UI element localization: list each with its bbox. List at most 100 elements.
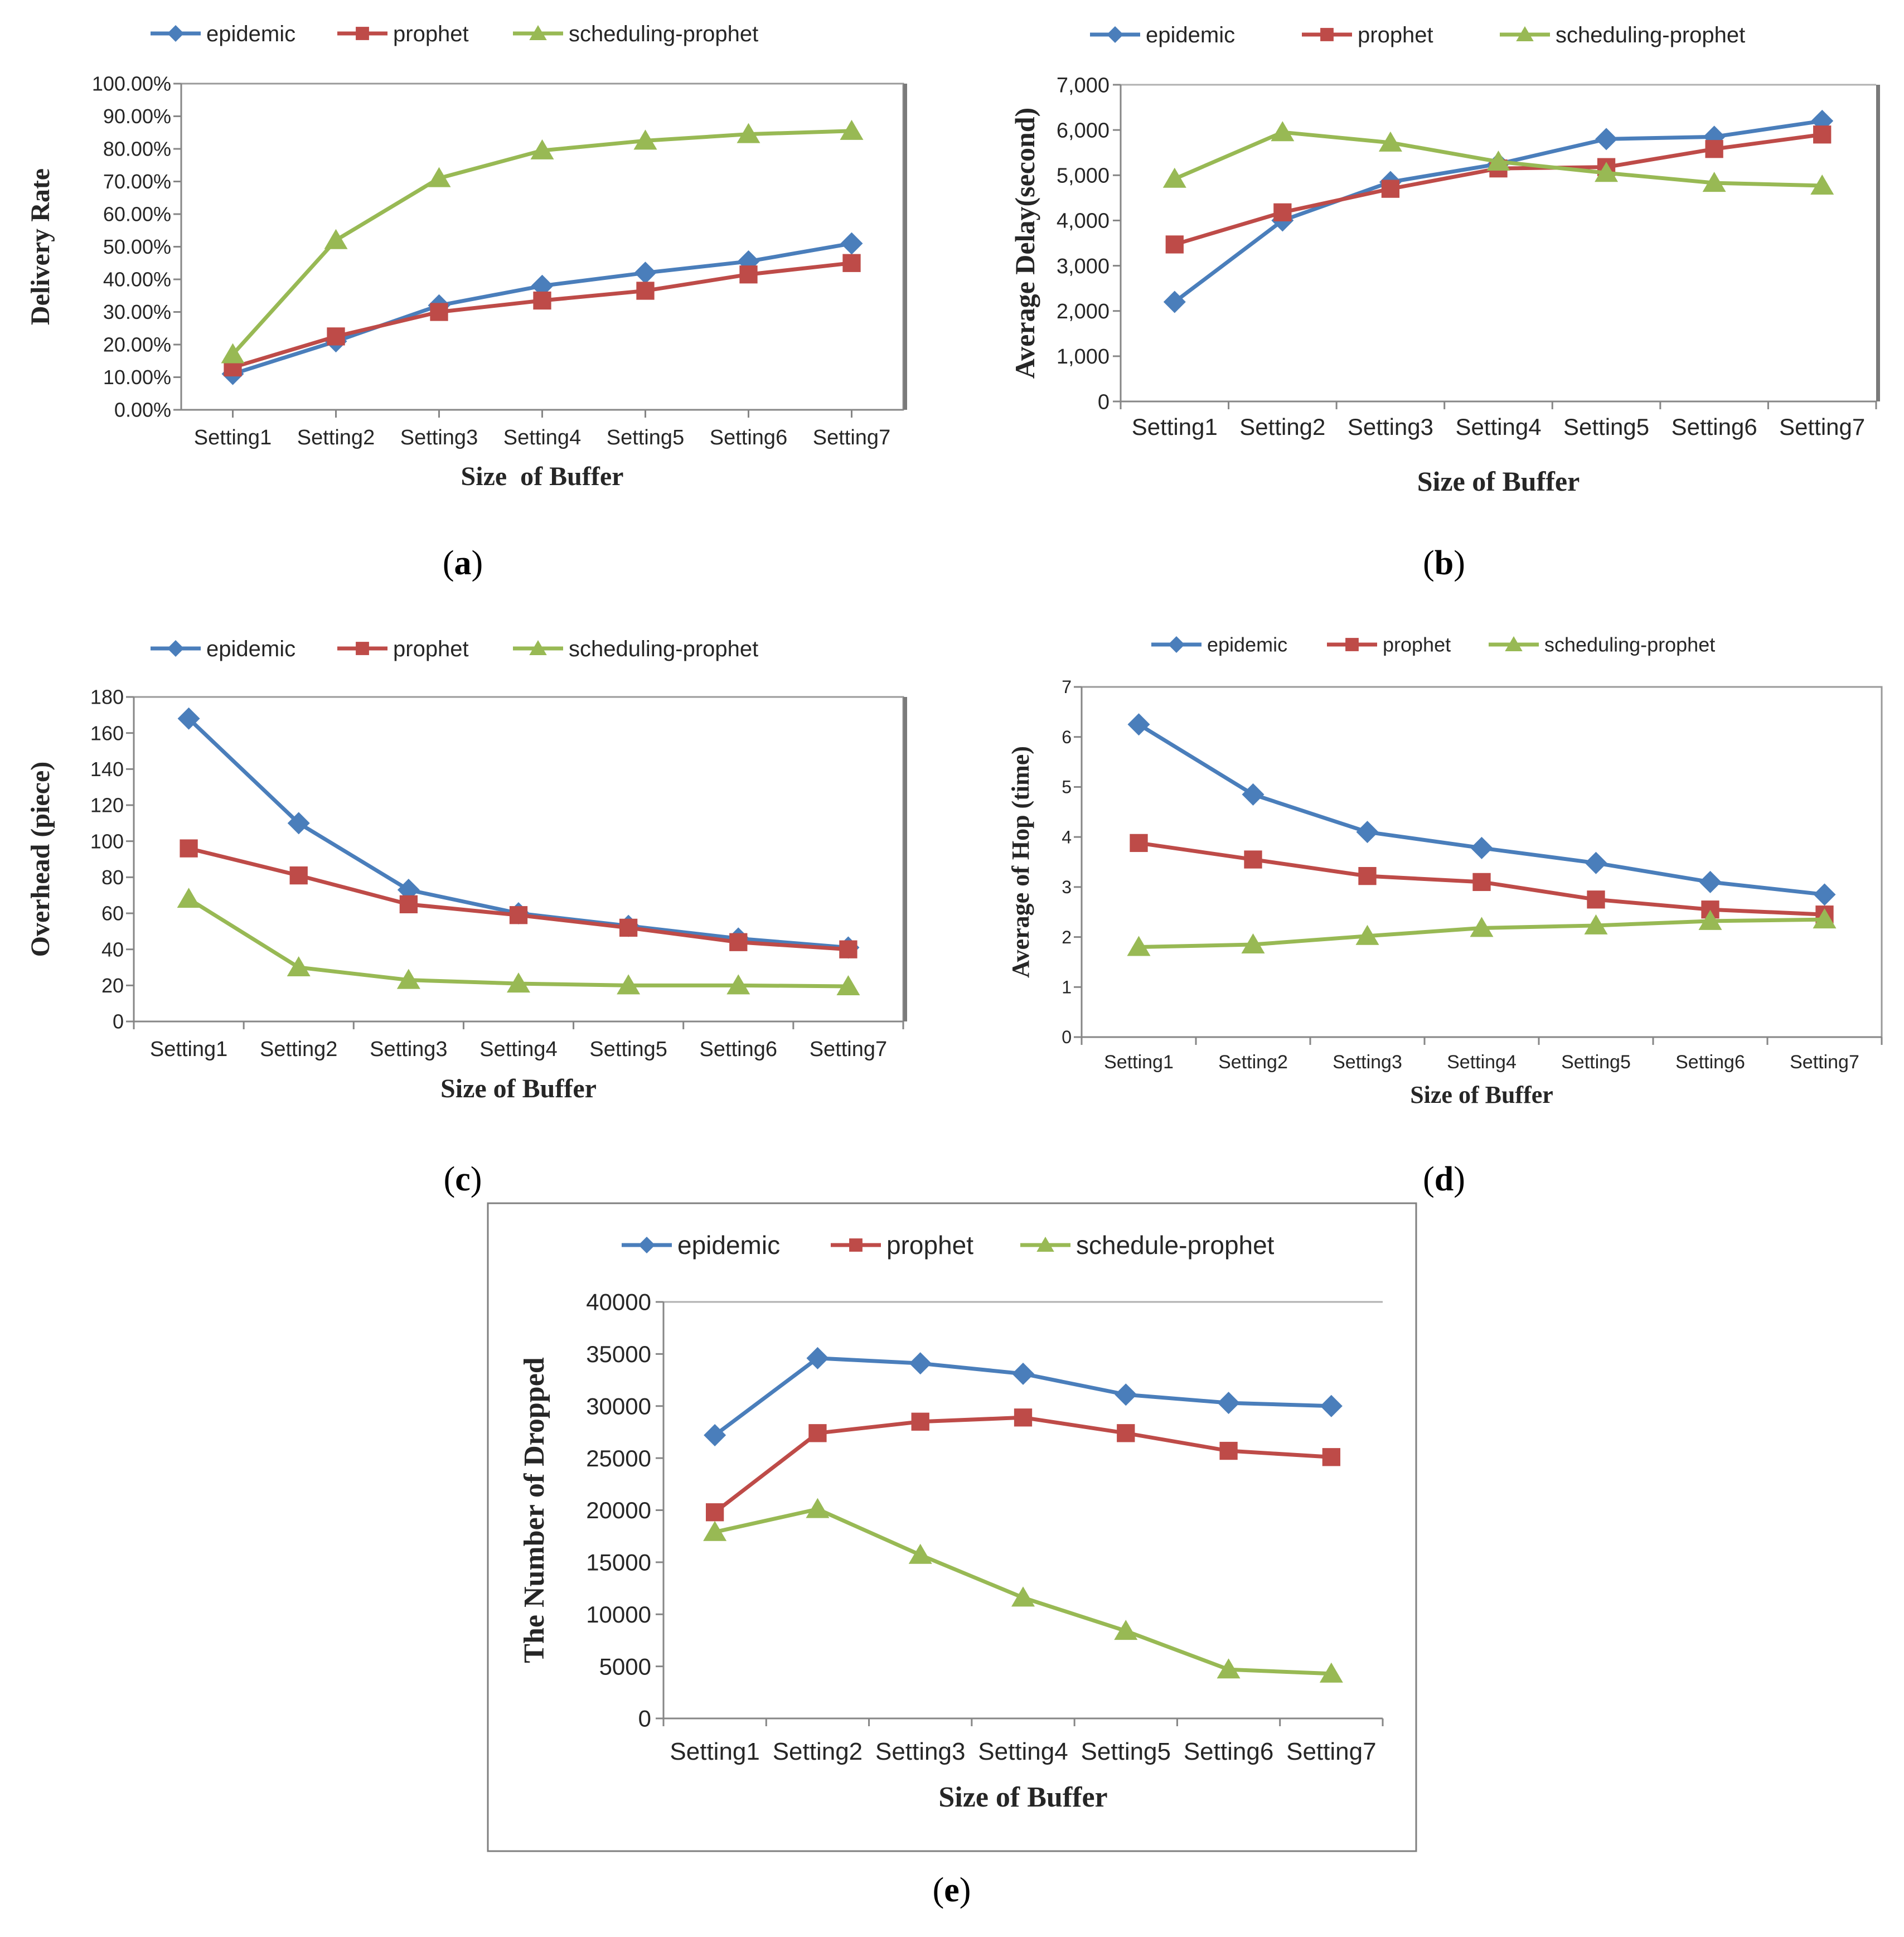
- data-point-scheduling-prophet-2: [1271, 121, 1295, 142]
- data-point-epidemic-6: [1703, 125, 1726, 148]
- x-tick-label: Setting3: [400, 426, 478, 449]
- data-point-epidemic-2: [287, 812, 310, 835]
- data-point-schedule-prophet-3: [908, 1543, 932, 1564]
- panel-caption: (a): [443, 544, 483, 582]
- legend-marker-prophet: [1320, 28, 1334, 41]
- y-axis-title: The Number of Dropped: [519, 1357, 550, 1663]
- data-point-prophet-2: [808, 1424, 827, 1442]
- y-tick-label: 30.00%: [103, 301, 171, 323]
- data-point-epidemic-3: [1356, 821, 1379, 844]
- x-tick-label: Setting7: [1790, 1052, 1859, 1073]
- y-tick-label: 70.00%: [103, 170, 171, 193]
- data-point-scheduling-prophet-6: [737, 123, 760, 143]
- y-tick-label: 10000: [586, 1601, 651, 1628]
- y-tick-label: 100.00%: [92, 72, 171, 95]
- y-tick-label: 40000: [586, 1289, 651, 1315]
- data-point-epidemic-1: [1163, 290, 1186, 313]
- y-tick-label: 10.00%: [103, 366, 171, 389]
- data-point-prophet-6: [739, 265, 758, 284]
- data-point-scheduling-prophet-7: [840, 119, 864, 140]
- data-point-prophet-5: [1587, 890, 1605, 909]
- x-tick-label: Setting5: [607, 426, 684, 449]
- plot-right-shadow: [903, 697, 907, 1021]
- x-tick-label: Setting4: [503, 426, 581, 449]
- data-point-prophet-3: [430, 303, 448, 321]
- legend-label-prophet: prophet: [1383, 633, 1451, 656]
- data-point-prophet-1: [180, 839, 198, 858]
- x-tick-label: Setting2: [260, 1038, 337, 1061]
- data-point-prophet-6: [1219, 1441, 1238, 1460]
- y-tick-label: 6,000: [1057, 119, 1110, 142]
- data-point-schedule-prophet-2: [806, 1498, 830, 1518]
- legend-marker-schedule-prophet: [1036, 1237, 1054, 1252]
- legend-marker-prophet: [849, 1238, 863, 1252]
- data-point-scheduling-prophet-2: [324, 229, 348, 249]
- y-tick-label: 3: [1062, 877, 1072, 897]
- y-tick-label: 3,000: [1057, 255, 1110, 278]
- x-tick-label: Setting4: [479, 1038, 557, 1061]
- y-tick-label: 40: [101, 938, 124, 961]
- data-point-prophet-3: [1358, 866, 1377, 885]
- data-point-scheduling-prophet-7: [1813, 908, 1837, 929]
- legend-label-prophet: prophet: [886, 1231, 973, 1260]
- legend-marker-epidemic: [167, 25, 184, 42]
- legend-label-schedule-prophet: schedule-prophet: [1076, 1231, 1275, 1260]
- data-point-epidemic-2: [806, 1347, 829, 1369]
- y-tick-label: 7,000: [1057, 74, 1110, 97]
- x-tick-label: Setting5: [1561, 1052, 1631, 1073]
- y-tick-label: 5: [1062, 777, 1072, 797]
- data-point-prophet-6: [729, 933, 748, 951]
- chart-panel-d: 0 1 2 3 4 5 6 7 Setting1 Setting2 Setting3 Setting4…: [1007, 633, 1883, 1198]
- legend-label-prophet: prophet: [393, 22, 469, 46]
- y-tick-label: 120: [90, 794, 124, 817]
- data-point-epidemic-5: [1115, 1383, 1137, 1406]
- y-tick-label: 20000: [586, 1497, 651, 1523]
- x-tick-label: Setting2: [773, 1738, 863, 1765]
- data-point-epidemic-7: [840, 232, 863, 255]
- y-tick-label: 1: [1062, 977, 1072, 997]
- x-tick-label: Setting2: [1239, 414, 1325, 440]
- legend-label-scheduling-prophet: scheduling-prophet: [569, 22, 758, 46]
- data-point-scheduling-prophet-4: [530, 139, 554, 159]
- x-tick-label: Setting4: [1447, 1052, 1517, 1073]
- x-tick-label: Setting3: [875, 1738, 965, 1765]
- y-tick-label: 30000: [586, 1393, 651, 1419]
- x-tick-label: Setting7: [1286, 1738, 1376, 1765]
- legend-marker-epidemic: [1168, 636, 1185, 653]
- data-point-schedule-prophet-6: [1217, 1658, 1241, 1679]
- data-point-prophet-4: [1014, 1408, 1033, 1427]
- y-tick-label: 40.00%: [103, 268, 171, 291]
- y-axis-title: Delivery Rate: [26, 168, 55, 325]
- panel-caption: (b): [1423, 544, 1465, 582]
- data-point-scheduling-prophet-5: [1595, 162, 1619, 182]
- y-tick-label: 5,000: [1057, 164, 1110, 188]
- y-tick-label: 7: [1062, 677, 1072, 697]
- data-point-prophet-7: [842, 254, 861, 272]
- y-tick-label: 2: [1062, 927, 1072, 947]
- x-tick-label: Setting6: [700, 1038, 777, 1061]
- data-point-scheduling-prophet-7: [836, 975, 860, 995]
- y-tick-label: 4,000: [1057, 210, 1110, 233]
- y-tick-label: 6: [1062, 727, 1072, 747]
- chart-panel-b: 0 1,000 2,000 3,000 4,000 5,000 6,000 7,000 Sett…: [1009, 23, 1880, 582]
- data-point-prophet-7: [1322, 1448, 1341, 1466]
- y-tick-label: 15000: [586, 1549, 651, 1576]
- legend-label-prophet: prophet: [1358, 23, 1433, 47]
- data-point-prophet-5: [1117, 1424, 1135, 1442]
- y-tick-label: 50.00%: [103, 235, 171, 258]
- y-tick-label: 20: [101, 974, 124, 997]
- data-point-scheduling-prophet-3: [427, 167, 451, 187]
- x-tick-label: Setting6: [1184, 1738, 1273, 1765]
- y-tick-label: 60.00%: [103, 203, 171, 226]
- data-point-prophet-4: [509, 906, 528, 924]
- x-tick-label: Setting7: [813, 426, 890, 449]
- y-tick-label: 35000: [586, 1341, 651, 1367]
- data-point-epidemic-7: [1813, 883, 1836, 906]
- data-point-scheduling-prophet-6: [726, 974, 750, 995]
- data-point-prophet-1: [705, 1503, 724, 1522]
- legend-label-epidemic: epidemic: [206, 22, 295, 46]
- y-tick-label: 4: [1062, 827, 1072, 847]
- x-tick-label: Setting2: [297, 426, 375, 449]
- x-tick-label: Setting4: [1455, 414, 1541, 440]
- data-point-prophet-5: [636, 282, 655, 300]
